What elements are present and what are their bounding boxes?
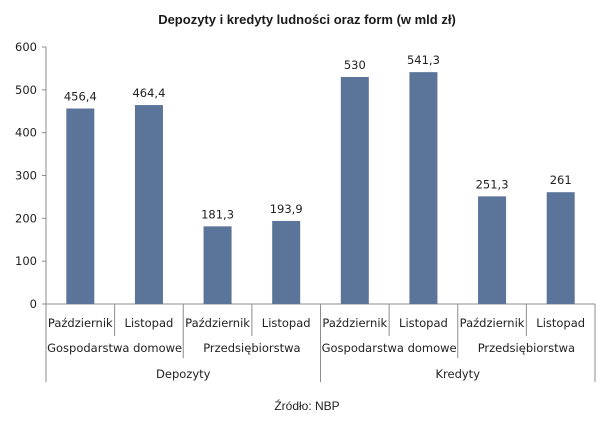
bar	[409, 72, 438, 305]
data-label: 193,9	[270, 202, 303, 216]
bar	[203, 226, 232, 304]
y-tick-label: 200	[15, 211, 37, 225]
y-tick-label: 500	[15, 83, 37, 97]
bar	[478, 196, 507, 304]
category-label: Październik	[48, 316, 113, 330]
category-labels: Październik Listopad Październik Listopad Pa…	[47, 316, 585, 381]
bar	[546, 192, 575, 304]
group-label: Przedsiębiorstwa	[478, 341, 575, 355]
supergroup-label: Depozyty	[156, 367, 211, 381]
category-label: Listopad	[125, 316, 174, 330]
group-label: Gospodarstwa domowe	[47, 341, 182, 355]
category-label: Październik	[185, 316, 250, 330]
y-tick-label: 0	[30, 297, 37, 311]
group-label: Gospodarstwa domowe	[322, 341, 457, 355]
category-label: Listopad	[399, 316, 448, 330]
bar	[134, 105, 163, 304]
source-note: Źródło: NBP	[274, 398, 339, 413]
data-label: 541,3	[407, 53, 440, 67]
category-label: Październik	[460, 316, 525, 330]
y-tick-label: 400	[15, 126, 37, 140]
chart-title: Depozyty i kredyty ludności oraz form (w…	[158, 12, 456, 27]
data-label: 181,3	[201, 207, 234, 221]
data-label: 261	[550, 173, 572, 187]
category-label: Październik	[322, 316, 387, 330]
category-label: Listopad	[262, 316, 311, 330]
category-label: Listopad	[536, 316, 585, 330]
bars	[66, 72, 575, 305]
bar	[340, 76, 369, 304]
data-label: 456,4	[64, 90, 97, 104]
data-labels: 456,4 464,4 181,3 193,9 530 541,3 251,3 261	[64, 53, 572, 221]
bar	[66, 108, 95, 304]
group-label: Przedsiębiorstwa	[203, 341, 300, 355]
data-label: 530	[344, 58, 366, 72]
y-tick-labels: 0 100 200 300 400 500 600	[15, 40, 37, 311]
data-label: 251,3	[476, 177, 509, 191]
y-tick-label: 300	[15, 169, 37, 183]
data-label: 464,4	[132, 86, 165, 100]
y-tick-label: 100	[15, 254, 37, 268]
axes	[42, 46, 596, 382]
supergroup-label: Kredyty	[435, 367, 480, 381]
bar	[272, 220, 301, 304]
y-tick-label: 600	[15, 40, 37, 54]
